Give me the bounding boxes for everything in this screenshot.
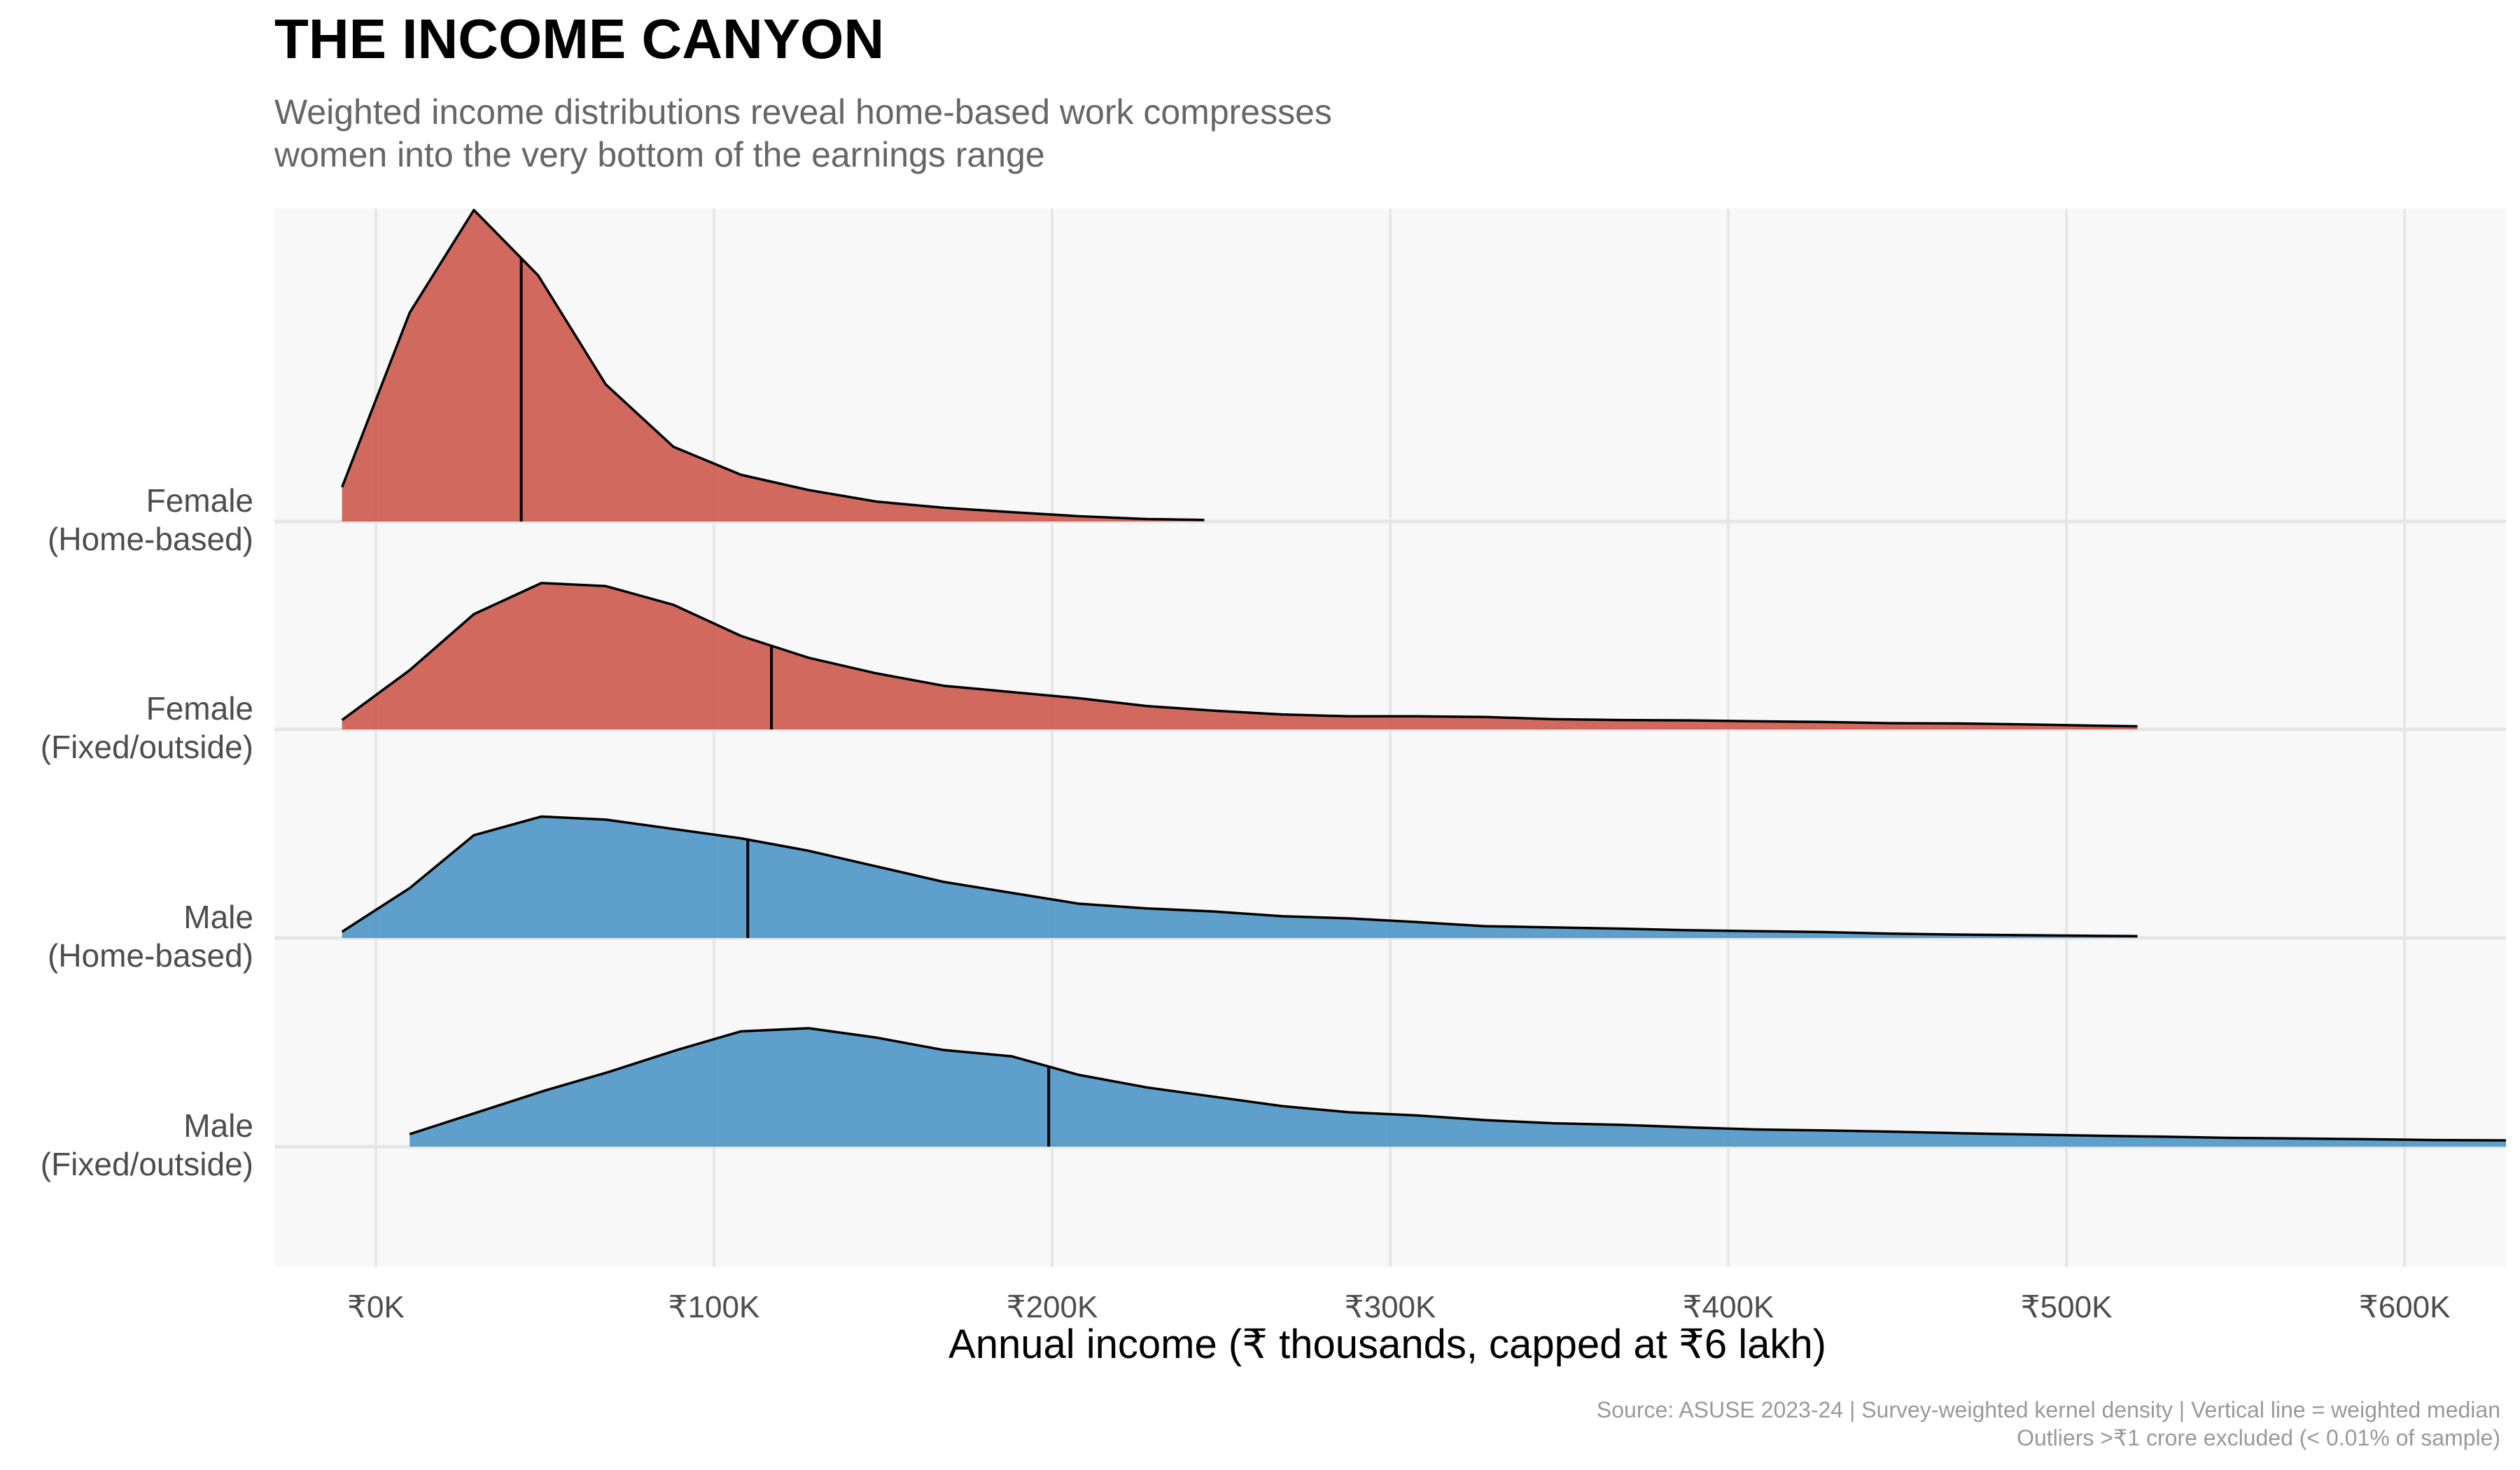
density-area	[410, 1028, 2506, 1147]
chart-title: THE INCOME CANYON	[274, 8, 884, 70]
x-axis-tick-labels: ₹0K ₹100K ₹200K ₹300K ₹400K ₹500K ₹600K	[347, 1290, 2450, 1324]
group-label: (Fixed/outside)	[41, 1146, 253, 1182]
group-labels: Female(Home-based)Female(Fixed/outside)M…	[41, 482, 253, 1182]
chart-subtitle-line-1: Weighted income distributions reveal hom…	[274, 92, 1332, 132]
x-tick-label: ₹500K	[2021, 1290, 2113, 1324]
group-label: Male	[183, 1107, 253, 1144]
x-axis-title: Annual income (₹ thousands, capped at ₹6…	[948, 1322, 1826, 1367]
caption-line-1: Source: ASUSE 2023-24 | Survey-weighted …	[1597, 1397, 2500, 1422]
group-label: (Fixed/outside)	[41, 729, 253, 765]
x-tick-label: ₹400K	[1683, 1290, 1774, 1324]
density-area	[342, 210, 1205, 522]
x-tick-label: ₹200K	[1007, 1290, 1098, 1324]
density-outline	[340, 209, 1205, 522]
density-area	[342, 816, 2138, 938]
x-tick-label: ₹100K	[668, 1290, 760, 1324]
group-label: (Home-based)	[48, 521, 253, 557]
density-outline	[341, 815, 2138, 938]
density-area	[342, 582, 2138, 729]
x-tick-label: ₹300K	[1345, 1290, 1436, 1324]
group-label: Male	[183, 899, 253, 935]
density-outline	[341, 582, 2138, 728]
caption-line-2: Outliers >₹1 crore excluded (< 0.01% of …	[2017, 1425, 2500, 1450]
density-outline	[409, 1027, 2507, 1142]
x-tick-label: ₹0K	[347, 1290, 405, 1324]
group-label: Female	[146, 690, 253, 727]
chart-subtitle-line-2: women into the very bottom of the earnin…	[274, 135, 1045, 174]
group-label: Female	[146, 482, 253, 519]
group-label: (Home-based)	[48, 937, 253, 974]
x-tick-label: ₹600K	[2359, 1290, 2451, 1324]
density-ridges	[340, 209, 2507, 1147]
